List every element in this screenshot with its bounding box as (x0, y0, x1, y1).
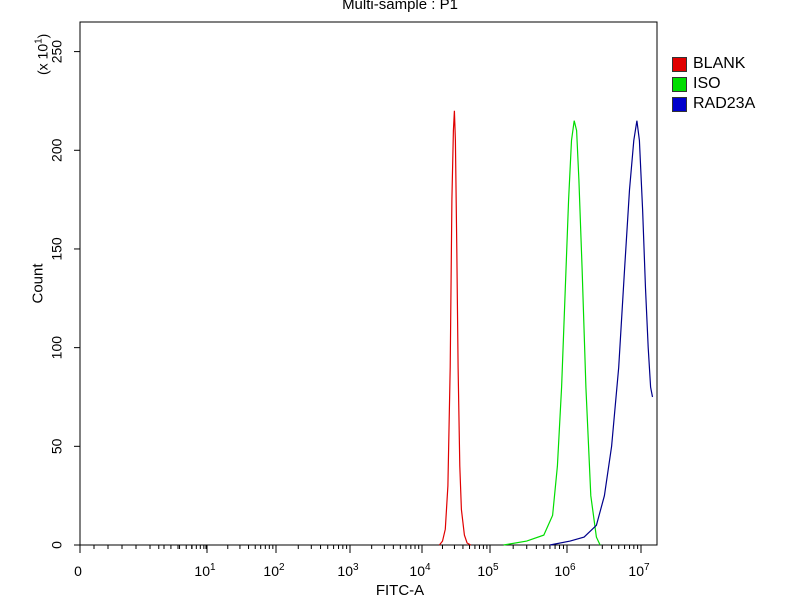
x-tick-label: 103 (337, 562, 359, 579)
y-axis-label: Count (29, 263, 47, 304)
y-tick-label: 100 (49, 336, 65, 360)
y-scale-prefix: (x 10 (34, 43, 51, 76)
legend-swatch-blank (672, 56, 687, 72)
x-tick-exponent: 4 (425, 562, 431, 573)
y-scale-exponent: 1 (33, 38, 45, 44)
x-tick-label: 0 (74, 563, 82, 579)
legend-label-blank: BLANK (693, 55, 746, 72)
chart-title: Multi-sample : P1 (342, 0, 458, 13)
legend-item-blank: BLANK (672, 54, 755, 74)
y-tick-label: 200 (49, 138, 65, 162)
series-line-rad23a (549, 120, 654, 546)
legend: BLANK ISO RAD23A (672, 54, 755, 114)
legend-label-iso: ISO (693, 75, 721, 92)
x-tick-label: 102 (263, 562, 285, 579)
x-tick-exponent: 5 (493, 562, 499, 573)
y-scale-note: (x 101) (33, 33, 51, 76)
x-tick-label: 105 (477, 562, 499, 579)
legend-label-rad23a: RAD23A (693, 95, 756, 112)
x-tick-exponent: 2 (279, 562, 285, 573)
x-tick-label: 101 (194, 562, 216, 579)
x-tick-label: 104 (409, 562, 431, 579)
x-tick-exponent: 7 (644, 562, 650, 573)
legend-item-rad23a: RAD23A (672, 94, 755, 114)
x-axis-label: FITC-A (375, 582, 425, 599)
x-tick-exponent: 3 (353, 562, 359, 573)
series-line-blank (438, 110, 471, 546)
y-tick-label: 250 (49, 40, 65, 64)
x-tick-label: 107 (628, 562, 650, 579)
legend-swatch-iso (672, 76, 687, 92)
y-tick-label: 0 (49, 541, 65, 549)
series-group (438, 110, 654, 546)
legend-swatch-rad23a (672, 96, 687, 112)
plot-area (79, 21, 658, 546)
legend-item-iso: ISO (672, 74, 755, 94)
x-tick-exponent: 1 (210, 562, 216, 573)
x-tick-label: 106 (554, 562, 576, 579)
series-line-iso (503, 120, 601, 546)
y-tick-label: 150 (49, 237, 65, 261)
x-tick-exponent: 6 (570, 562, 576, 573)
y-tick-label: 50 (49, 438, 65, 454)
